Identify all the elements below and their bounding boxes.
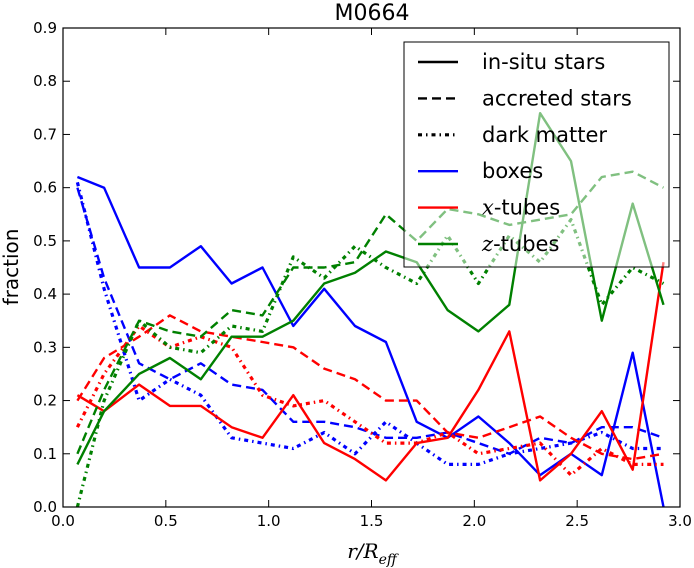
y-tick-label: 0.0 — [33, 498, 57, 516]
chart-title: M0664 — [335, 1, 410, 26]
series-line-boxes-accreted-stars — [76, 187, 664, 455]
legend-label-5: z-tubes — [481, 232, 559, 256]
y-tick-label: 0.8 — [33, 72, 57, 90]
series-line-x-tubes-dark-matter — [75, 324, 664, 477]
y-tick-label: 0.2 — [33, 392, 57, 410]
legend-label-0: in-situ stars — [482, 50, 605, 74]
y-tick-label: 0.1 — [33, 445, 57, 463]
y-tick-label: 0.4 — [33, 285, 57, 303]
legend-label-4: x-tubes — [482, 196, 560, 220]
y-tick-label: 0.5 — [33, 232, 57, 250]
x-axis-label-sub: eff — [379, 552, 399, 568]
y-tick-label: 0.7 — [33, 125, 57, 143]
x-axis-label-main: r/R — [347, 539, 378, 563]
series-line-z-tubes-dark-matter — [75, 218, 665, 507]
legend-label-2: dark matter — [482, 123, 607, 147]
y-tick-label: 0.9 — [33, 19, 57, 37]
y-tick-label: 0.6 — [33, 179, 57, 197]
series-line-x-tubes-in-situ-stars — [76, 262, 665, 482]
legend: in-situ stars accreted stars dark matter bo… — [403, 41, 670, 268]
ticks-layer: 0.0 0.5 1.0 1.5 2.0 2.5 3.0 0.0 0.1 0.2 0.3 0.4 0.5 0… — [33, 19, 692, 530]
x-tick-label: 0.5 — [154, 512, 178, 530]
x-tick-label: 0.0 — [51, 512, 75, 530]
series-line-boxes-dark-matter — [75, 181, 664, 466]
x-axis-label: r/Reff — [347, 539, 399, 568]
x-tick-label: 3.0 — [668, 512, 692, 530]
series-line-x-tubes-accreted-stars — [76, 314, 664, 461]
legend-label-3: boxes — [482, 159, 543, 183]
legend-box — [403, 41, 670, 268]
legend-label-1: accreted stars — [482, 86, 632, 110]
y-axis-label: fraction — [0, 229, 23, 306]
x-tick-label: 2.5 — [565, 512, 589, 530]
x-tick-label: 2.0 — [462, 512, 486, 530]
y-tick-label: 0.3 — [33, 338, 57, 356]
x-tick-label: 1.0 — [257, 512, 281, 530]
x-tick-label: 1.5 — [360, 512, 384, 530]
